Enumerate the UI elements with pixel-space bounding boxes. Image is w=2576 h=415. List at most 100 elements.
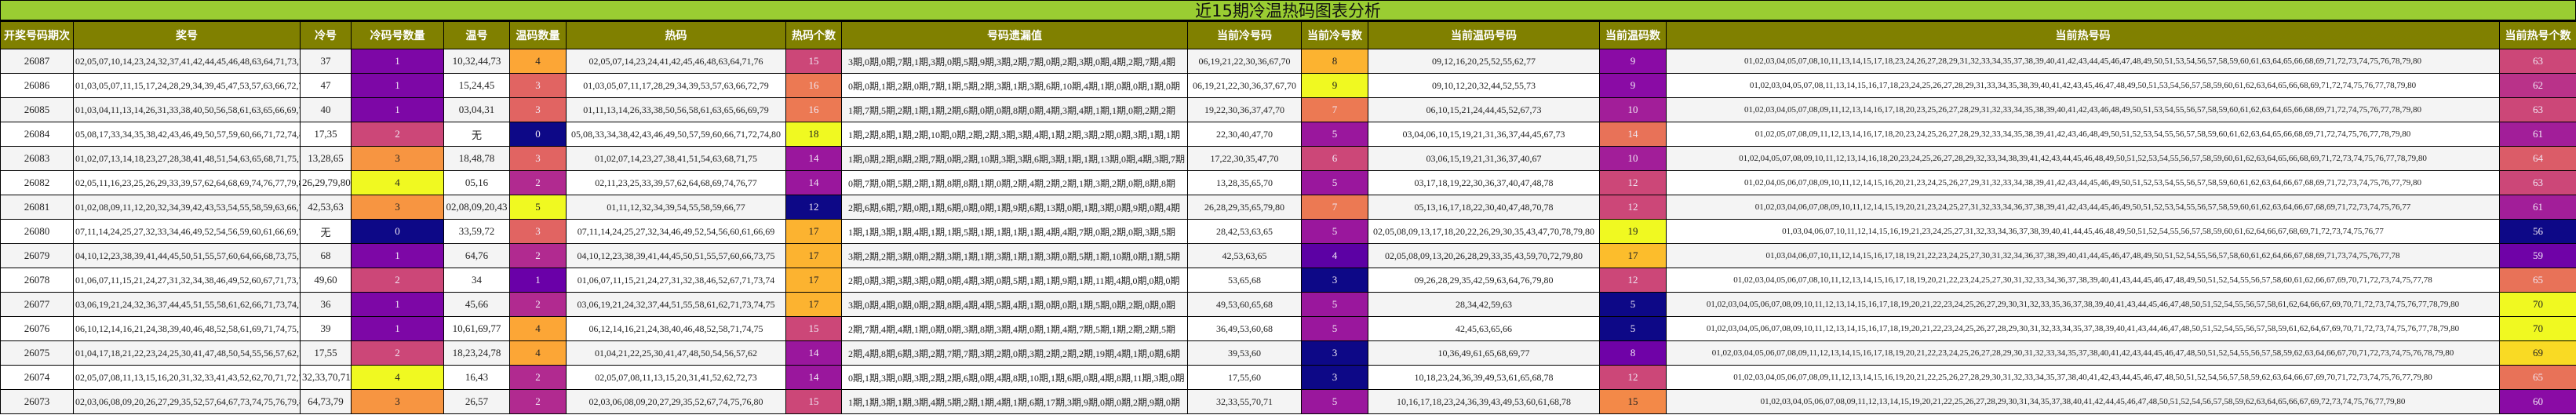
current-warm-cell: 05,13,16,17,18,22,30,40,47,48,70,78 [1368, 195, 1600, 220]
current-warm-count-cell: 5 [1599, 292, 1667, 317]
current-warm-cell: 42,45,63,65,66 [1368, 316, 1600, 341]
table-row: 26085 01,03,04,11,13,14,26,31,33,38,40,50… [0, 97, 2576, 122]
current-warm-count-cell: 14 [1599, 122, 1667, 147]
numbers-cell: 01,02,08,09,11,12,20,32,34,39,42,43,53,5… [73, 195, 301, 220]
current-cold-cell: 06,19,21,22,30,36,67,70 [1187, 49, 1302, 74]
miss-value-cell: 2期,6期,6期,7期,0期,1期,6期,0期,0期,1期,9期,6期,13期,… [841, 195, 1188, 220]
column-header-warm: 温号 [443, 21, 510, 49]
warm-cell: 33,59,72 [443, 219, 510, 244]
cold-count-cell: 3 [351, 195, 444, 220]
warm-cell: 16,43 [443, 365, 510, 390]
period-cell: 26080 [0, 219, 74, 244]
hot-cell: 01,03,05,07,11,17,28,29,34,39,53,57,63,6… [566, 73, 786, 98]
cold-count-cell: 2 [351, 268, 444, 293]
miss-value-cell: 1期,1期,3期,1期,3期,4期,5期,2期,1期,4期,1期,6期,17期,… [841, 389, 1188, 414]
current-hot-cell: 01,02,03,04,05,06,07,08,10,11,12,13,14,1… [1666, 268, 2500, 293]
current-warm-cell: 10,16,17,18,23,24,36,39,43,49,53,60,61,6… [1368, 389, 1600, 414]
hot-cell: 01,06,07,11,15,21,24,27,31,32,38,46,52,6… [566, 268, 786, 293]
table-row: 26075 01,04,17,18,21,22,23,24,25,30,41,47… [0, 340, 2576, 366]
hot-count-cell: 17 [785, 219, 842, 244]
cold-count-cell: 3 [351, 146, 444, 171]
cold-count-cell: 0 [351, 219, 444, 244]
miss-value-cell: 2期,7期,4期,4期,1期,0期,0期,3期,8期,3期,4期,0期,1期,4… [841, 316, 1188, 341]
current-hot-cell: 01,03,04,06,07,10,11,12,14,15,16,19,21,2… [1666, 219, 2500, 244]
current-cold-cell: 17,55,60 [1187, 365, 1302, 390]
current-cold-cell: 22,30,40,47,70 [1187, 122, 1302, 147]
current-warm-count-cell: 12 [1599, 268, 1667, 293]
current-cold-cell: 06,19,21,22,30,36,37,67,70 [1187, 73, 1302, 98]
period-cell: 26081 [0, 195, 74, 220]
column-header-cold: 冷号 [300, 21, 352, 49]
current-hot-count-cell: 63 [2499, 97, 2576, 122]
warm-cell: 18,48,78 [443, 146, 510, 171]
current-warm-count-cell: 9 [1599, 73, 1667, 98]
table-row: 26077 03,06,19,21,24,32,36,37,44,45,51,55… [0, 292, 2576, 317]
page-title: 近15期冷温热码图表分析 [0, 0, 2576, 21]
current-hot-count-cell: 65 [2499, 268, 2576, 293]
warm-count-cell: 2 [509, 389, 567, 414]
current-warm-cell: 09,26,28,29,35,42,59,63,64,76,79,80 [1368, 268, 1600, 293]
table-row: 26074 02,05,07,08,11,13,15,16,20,31,32,33… [0, 365, 2576, 390]
current-hot-count-cell: 59 [2499, 243, 2576, 268]
current-cold-cell: 42,53,63,65 [1187, 243, 1302, 268]
current-cold-count-cell: 3 [1301, 268, 1368, 293]
warm-cell: 45,66 [443, 292, 510, 317]
current-warm-cell: 03,06,15,19,21,31,36,37,40,67 [1368, 146, 1600, 171]
numbers-cell: 05,08,17,33,34,35,38,42,43,46,49,50,57,5… [73, 122, 301, 147]
table-row: 26076 06,10,12,14,16,21,24,38,39,40,46,48… [0, 316, 2576, 341]
warm-cell: 02,08,09,20,43 [443, 195, 510, 220]
current-cold-count-cell: 7 [1301, 195, 1368, 220]
current-hot-cell: 01,02,05,07,08,09,11,12,13,14,16,17,18,2… [1666, 122, 2500, 147]
column-header-current-hot: 当前热号码 [1666, 21, 2500, 49]
warm-count-cell: 3 [509, 73, 567, 98]
miss-value-cell: 2期,4期,8期,6期,3期,2期,7期,7期,3期,2期,0期,3期,2期,2… [841, 340, 1188, 366]
miss-value-cell: 0期,0期,1期,2期,0期,7期,1期,5期,2期,3期,1期,3期,6期,1… [841, 73, 1188, 98]
numbers-cell: 03,06,19,21,24,32,36,37,44,45,51,55,58,6… [73, 292, 301, 317]
period-cell: 26073 [0, 389, 74, 414]
hot-cell: 04,10,12,23,38,39,41,44,45,50,51,55,57,6… [566, 243, 786, 268]
current-cold-cell: 13,28,35,65,70 [1187, 170, 1302, 195]
warm-count-cell: 1 [509, 268, 567, 293]
cold-count-cell: 2 [351, 340, 444, 366]
cold-cell: 40 [300, 97, 352, 122]
current-hot-count-cell: 65 [2499, 365, 2576, 390]
hot-count-cell: 17 [785, 243, 842, 268]
hot-count-cell: 18 [785, 122, 842, 147]
period-cell: 26085 [0, 97, 74, 122]
hot-cell: 01,11,13,14,26,33,38,50,56,58,61,63,65,6… [566, 97, 786, 122]
numbers-cell: 02,05,11,16,23,25,26,29,33,39,57,62,64,6… [73, 170, 301, 195]
current-cold-cell: 32,33,55,70,71 [1187, 389, 1302, 414]
current-warm-count-cell: 5 [1599, 316, 1667, 341]
current-hot-cell: 01,02,03,04,05,06,07,08,09,10,11,12,13,1… [1666, 292, 2500, 317]
miss-value-cell: 3期,0期,4期,0期,0期,2期,8期,4期,4期,5期,4期,1期,0期,0… [841, 292, 1188, 317]
current-hot-cell: 01,02,04,05,07,08,09,10,11,12,13,14,16,1… [1666, 146, 2500, 171]
current-hot-cell: 01,02,03,04,05,07,08,10,11,13,14,15,17,1… [1666, 49, 2500, 74]
current-warm-count-cell: 9 [1599, 49, 1667, 74]
current-hot-cell: 01,03,04,06,07,10,11,12,14,15,16,17,18,1… [1666, 243, 2500, 268]
cold-count-cell: 1 [351, 73, 444, 98]
current-warm-cell: 09,10,12,20,32,44,52,55,73 [1368, 73, 1600, 98]
hot-cell: 03,06,19,21,24,32,37,44,51,55,58,61,62,7… [566, 292, 786, 317]
current-hot-count-cell: 64 [2499, 146, 2576, 171]
table-row: 26073 02,03,06,08,09,20,26,27,29,35,52,57… [0, 389, 2576, 414]
warm-cell: 03,04,31 [443, 97, 510, 122]
cold-cell: 49,60 [300, 268, 352, 293]
current-hot-count-cell: 56 [2499, 219, 2576, 244]
hot-cell: 05,08,33,34,38,42,43,46,49,50,57,59,60,6… [566, 122, 786, 147]
column-header-current-cold-count: 当前冷号数 [1301, 21, 1368, 49]
cold-cell: 32,33,70,71 [300, 365, 352, 390]
current-warm-cell: 10,36,49,61,65,68,69,77 [1368, 340, 1600, 366]
period-cell: 26077 [0, 292, 74, 317]
column-header-period: 开奖号码期次 [0, 21, 74, 49]
current-hot-count-cell: 60 [2499, 389, 2576, 414]
warm-cell: 26,57 [443, 389, 510, 414]
current-cold-count-cell: 3 [1301, 340, 1368, 366]
numbers-cell: 01,04,17,18,21,22,23,24,25,30,41,47,48,5… [73, 340, 301, 366]
column-header-current-hot-count: 当前热号个数 [2499, 21, 2576, 49]
current-cold-count-cell: 8 [1301, 49, 1368, 74]
period-cell: 26074 [0, 365, 74, 390]
current-warm-cell: 02,05,08,09,13,20,26,28,29,33,35,43,59,7… [1368, 243, 1600, 268]
warm-count-cell: 2 [509, 170, 567, 195]
current-warm-count-cell: 8 [1599, 340, 1667, 366]
current-cold-cell: 19,22,30,36,37,47,70 [1187, 97, 1302, 122]
